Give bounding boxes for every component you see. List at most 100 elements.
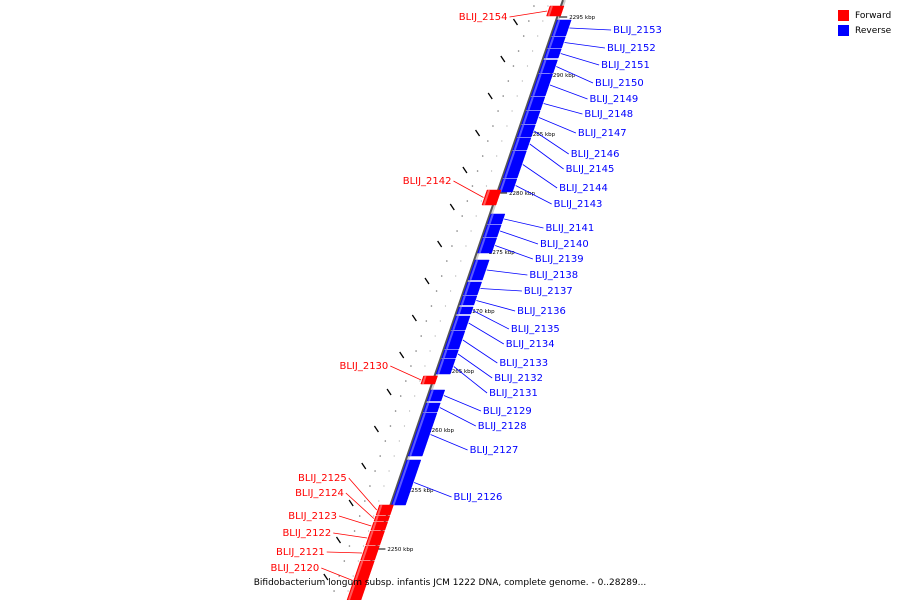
gene-feature — [526, 96, 546, 111]
grid-dot — [517, 50, 520, 52]
genome-caption: Bifidobacterium longum subsp. infantis J… — [253, 578, 647, 588]
label-leader — [486, 269, 528, 276]
grid-dot — [516, 95, 518, 97]
guide-dash — [373, 425, 379, 433]
gene-feature — [365, 530, 385, 546]
guide-dash — [424, 277, 430, 285]
grid-dot — [369, 485, 371, 487]
gene-label: BLIJ_2130 — [340, 361, 389, 372]
grid-dot — [531, 50, 534, 52]
guide-dash — [399, 351, 405, 359]
guide-dash — [462, 166, 468, 174]
guide-dash — [335, 536, 342, 544]
gene-label: BLIJ_2125 — [298, 473, 347, 484]
legend-reverse-label: Reverse — [855, 25, 892, 36]
gene-label: BLIJ_2153 — [613, 25, 662, 36]
grid-dot — [343, 560, 346, 562]
gene-highlight — [545, 48, 551, 59]
label-leader — [499, 230, 539, 245]
gene-feature — [450, 315, 471, 331]
grid-dot — [444, 305, 447, 307]
grid-dot — [460, 260, 462, 262]
tick-label: 2270 kbp — [469, 309, 495, 315]
gene-feature — [467, 259, 490, 281]
gene-label: BLIJ_2144 — [559, 183, 608, 194]
gene-highlight — [421, 375, 427, 385]
label-leader — [321, 567, 353, 581]
gene-labels: BLIJ_2153 BLIJ_2152 BLIJ_2151 BLIJ_2150 BLIJ… — [270, 10, 662, 581]
gene-label: BLIJ_2122 — [282, 528, 331, 539]
guide-dash — [323, 573, 329, 581]
grid-dot — [419, 380, 421, 382]
grid-dot — [512, 65, 515, 67]
grid-dot — [357, 560, 359, 562]
gene-label: BLIJ_2134 — [506, 339, 555, 350]
grid-dot — [384, 440, 387, 442]
label-leader — [476, 300, 516, 312]
gene-feature — [346, 560, 375, 600]
grid-dot — [398, 440, 400, 442]
position-ticks: 2250 kbp 2255 kbp 2260 kbp 2265 kbp 2270 kbp… — [377, 15, 596, 553]
gene-feature — [551, 19, 572, 37]
grid-dot — [347, 590, 349, 592]
gene-highlight — [445, 330, 454, 350]
grid-dot — [487, 140, 489, 142]
gene-feature — [498, 178, 518, 193]
grid-dot — [465, 245, 467, 247]
gene-highlight — [504, 150, 516, 179]
label-leader — [390, 365, 422, 381]
gene-feature — [516, 124, 536, 138]
grid-dot — [425, 320, 428, 322]
grid-dot — [490, 170, 493, 172]
grid-dot — [542, 20, 544, 22]
gene-label: BLIJ_2152 — [607, 43, 656, 54]
grid-dot — [485, 185, 488, 187]
gene-highlight — [552, 19, 561, 37]
gene-highlight — [375, 515, 379, 522]
gene-label: BLIJ_2135 — [511, 324, 560, 335]
gene-highlight — [452, 315, 459, 331]
label-leader — [569, 27, 612, 31]
label-leader — [462, 339, 498, 364]
gene-highlight — [366, 530, 374, 546]
label-leader — [457, 353, 493, 379]
label-leader — [414, 482, 452, 498]
grid-dot — [378, 500, 380, 502]
tick-label: 2265 kbp — [448, 369, 474, 375]
label-leader — [549, 84, 588, 100]
grid-dot — [440, 275, 443, 277]
gene-label: BLIJ_2128 — [478, 421, 527, 432]
grid-dot — [446, 260, 448, 262]
gene-label: BLIJ_2132 — [494, 373, 543, 384]
grid-dot — [451, 245, 453, 247]
gene-feature — [444, 330, 466, 350]
label-leader — [345, 492, 375, 519]
gene-highlight — [478, 237, 486, 254]
gene-highlight — [527, 96, 534, 111]
gene-feature — [477, 237, 498, 254]
gene-feature — [546, 5, 565, 17]
gene-label: BLIJ_2138 — [529, 270, 578, 281]
grid-dot — [502, 95, 505, 97]
tick-label: 2260 kbp — [428, 428, 454, 434]
guide-dash — [512, 18, 519, 26]
guide-dash — [411, 314, 417, 322]
tick-label: 2295 kbp — [569, 15, 595, 21]
gene-highlight — [361, 545, 369, 561]
gene-feature — [422, 402, 441, 413]
grid-dot — [497, 110, 499, 112]
grid-dot — [389, 425, 392, 427]
gene-highlight — [409, 412, 426, 457]
gene-label: BLIJ_2149 — [590, 94, 639, 105]
gene-label: BLIJ_2126 — [454, 492, 503, 503]
gene-highlight — [484, 224, 491, 238]
grid-dot — [393, 455, 395, 457]
forward-swatch — [838, 10, 849, 21]
grid-dot — [362, 545, 365, 547]
gene-label: BLIJ_2139 — [535, 254, 584, 265]
guide-dash — [386, 388, 392, 396]
grid-dot — [367, 530, 370, 532]
label-leader — [333, 532, 368, 539]
gene-feature — [420, 375, 438, 385]
